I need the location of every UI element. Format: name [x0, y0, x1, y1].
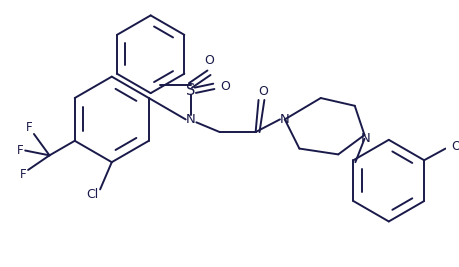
Text: F: F — [20, 168, 27, 181]
Text: N: N — [185, 113, 196, 126]
Text: N: N — [280, 113, 290, 126]
Text: S: S — [186, 83, 195, 98]
Text: N: N — [361, 132, 370, 145]
Text: O: O — [451, 140, 459, 153]
Text: Cl: Cl — [86, 188, 99, 201]
Text: O: O — [221, 80, 230, 93]
Text: F: F — [17, 144, 24, 157]
Text: O: O — [258, 85, 269, 98]
Text: F: F — [26, 121, 33, 134]
Text: O: O — [204, 54, 214, 66]
